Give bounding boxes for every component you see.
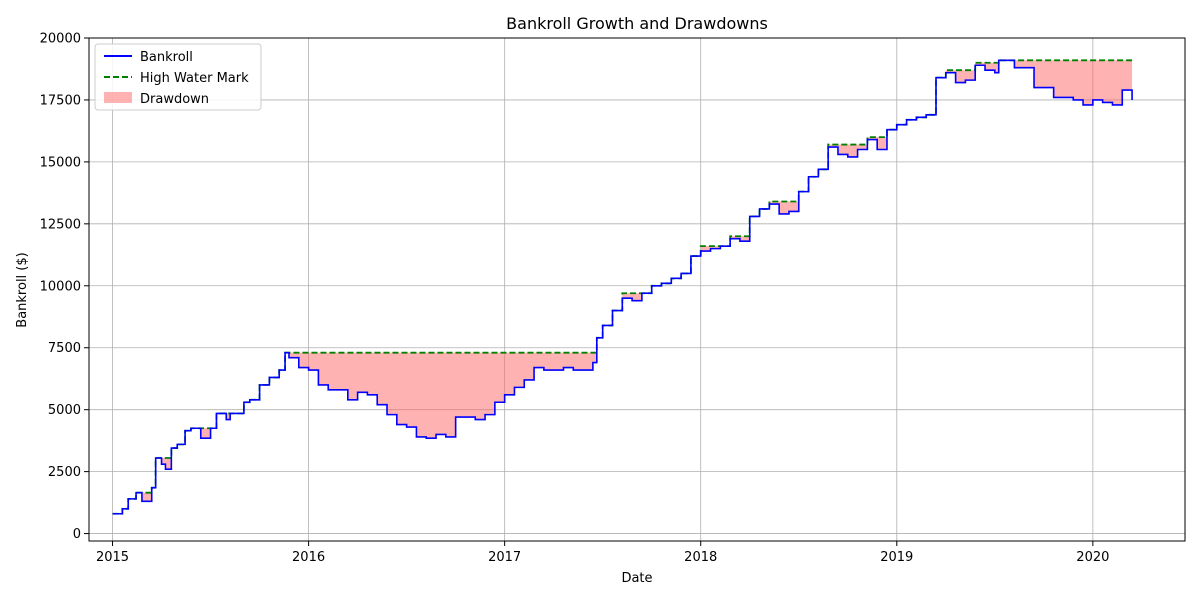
- y-tick-label: 17500: [40, 93, 81, 108]
- y-tick-label: 7500: [48, 341, 81, 356]
- legend-box: [94, 43, 262, 111]
- legend-bankroll-label: Bankroll: [140, 50, 193, 65]
- x-axis-ticks: 2015 2016 2017 2018 2019 2020: [96, 541, 1109, 565]
- y-tick-label: 5000: [48, 403, 81, 418]
- y-tick-label: 0: [73, 527, 81, 542]
- bankroll-line: [112, 59, 1133, 515]
- legend-drawdown-swatch: [104, 92, 132, 103]
- x-tick-label: 2017: [488, 550, 521, 565]
- y-axis-title: Bankroll ($): [15, 252, 30, 327]
- y-tick-label: 10000: [40, 279, 81, 294]
- x-tick-label: 2018: [684, 550, 717, 565]
- x-tick-label: 2015: [96, 550, 129, 565]
- series-lines: [112, 59, 1133, 515]
- x-axis-title: Date: [621, 571, 652, 586]
- legend-drawdown-label: Drawdown: [140, 92, 209, 107]
- plot-frame: [88, 37, 1186, 542]
- y-tick-label: 12500: [40, 217, 81, 232]
- y-tick-label: 15000: [40, 155, 81, 170]
- y-tick-label: 20000: [40, 32, 81, 47]
- legend: Bankroll High Water Mark Drawdown: [94, 43, 262, 111]
- x-tick-label: 2020: [1076, 550, 1109, 565]
- y-axis-ticks: 0 2500 5000 7500 10000 12500 15000 17500 20000: [40, 32, 89, 542]
- chart-title: Bankroll Growth and Drawdowns: [506, 14, 768, 33]
- y-tick-label: 2500: [48, 465, 81, 480]
- x-tick-label: 2016: [292, 550, 325, 565]
- legend-high-water-mark-label: High Water Mark: [140, 71, 249, 86]
- x-tick-label: 2019: [880, 550, 913, 565]
